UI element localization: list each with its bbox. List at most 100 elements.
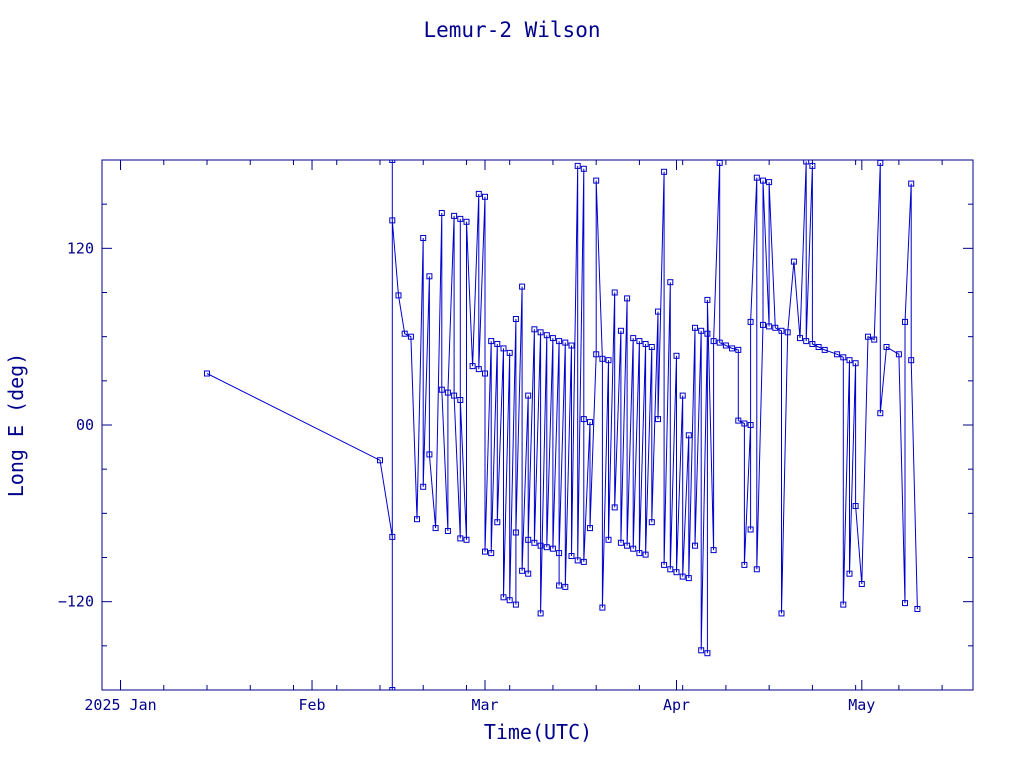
data-point: [463, 218, 470, 225]
y-tick-label: −120: [58, 593, 94, 611]
data-point: [556, 338, 563, 345]
data-point: [389, 533, 396, 540]
data-point: [519, 283, 526, 290]
data-point: [420, 483, 427, 490]
data-point: [475, 190, 482, 197]
data-point: [685, 432, 692, 439]
data-point: [698, 647, 705, 654]
data-point: [444, 389, 451, 396]
data-point: [568, 342, 575, 349]
data-point: [834, 351, 841, 358]
data-point: [840, 354, 847, 361]
data-point: [797, 335, 803, 342]
data-point: [902, 318, 908, 325]
data-point: [605, 536, 612, 543]
data-point: [722, 342, 729, 349]
y-axis: 120 00 −120: [58, 203, 973, 647]
data-point: [760, 321, 766, 328]
data-point: [537, 542, 544, 549]
data-point: [549, 545, 556, 552]
x-tick-label: Feb: [298, 696, 325, 714]
data-point: [673, 352, 680, 359]
plot-area: [204, 160, 921, 690]
data-point: [877, 410, 884, 417]
data-point: [519, 567, 526, 574]
data-point: [846, 357, 853, 364]
data-point: [451, 212, 458, 219]
data-point: [617, 327, 624, 334]
data-point: [624, 295, 631, 302]
data-point: [809, 341, 816, 347]
data-point: [747, 526, 754, 533]
data-point: [809, 162, 816, 169]
y-tick-label: 120: [67, 239, 94, 257]
data-point: [710, 338, 717, 345]
data-point: [599, 604, 606, 611]
data-point: [877, 160, 884, 166]
x-tick-label: Apr: [663, 696, 690, 714]
data-point: [432, 525, 439, 532]
chart-title: Lemur-2 Wilson: [423, 18, 600, 42]
data-point: [556, 550, 563, 557]
data-point: [500, 345, 507, 352]
data-point: [648, 519, 655, 526]
data-point: [611, 289, 618, 296]
data-point: [420, 235, 427, 241]
data-point: [593, 177, 600, 184]
data-point: [667, 279, 674, 286]
data-point: [679, 392, 686, 399]
data-point: [605, 357, 612, 364]
data-point: [852, 503, 859, 509]
data-point: [741, 420, 748, 427]
data-point: [667, 566, 674, 573]
data-point: [537, 610, 544, 617]
data-point: [377, 457, 383, 464]
data-point: [389, 160, 396, 163]
data-point: [531, 326, 538, 333]
data-point: [389, 687, 396, 690]
data-point: [611, 504, 618, 511]
x-tick-label: May: [848, 696, 875, 714]
data-point: [451, 392, 458, 399]
data-point: [414, 516, 420, 523]
data-point: [716, 339, 723, 346]
data-point: [630, 545, 637, 552]
data-point: [871, 336, 878, 343]
data-point: [494, 341, 501, 347]
data-point: [543, 544, 550, 551]
data-point: [760, 177, 766, 184]
data-point: [587, 419, 593, 426]
data-point: [580, 558, 587, 565]
data-point: [525, 536, 532, 543]
data-point: [747, 422, 754, 428]
data-point: [753, 566, 760, 573]
data-point: [482, 193, 488, 200]
data-point: [902, 600, 908, 607]
data-point: [865, 333, 871, 340]
data-point: [562, 339, 569, 346]
data-point: [593, 351, 600, 358]
data-point: [512, 316, 519, 322]
data-point: [685, 575, 692, 582]
data-point: [630, 335, 637, 342]
data-point: [599, 355, 606, 362]
data-point: [704, 650, 711, 657]
data-point: [469, 363, 476, 370]
data-point: [636, 550, 643, 557]
data-point: [908, 357, 915, 364]
data-point: [457, 215, 464, 222]
data-point: [568, 553, 575, 559]
data-point: [753, 174, 760, 181]
data-point: [488, 338, 495, 345]
data-point: [574, 557, 581, 564]
data-point: [716, 160, 723, 166]
data-point: [661, 168, 668, 175]
x-axis: 2025 Jan Feb Mar Apr May: [84, 160, 943, 714]
data-point: [642, 551, 649, 558]
data-point: [698, 327, 705, 334]
y-axis-title: Long E (deg): [4, 353, 28, 498]
data-point: [692, 324, 698, 331]
data-point: [500, 594, 507, 601]
data-point: [512, 529, 519, 536]
